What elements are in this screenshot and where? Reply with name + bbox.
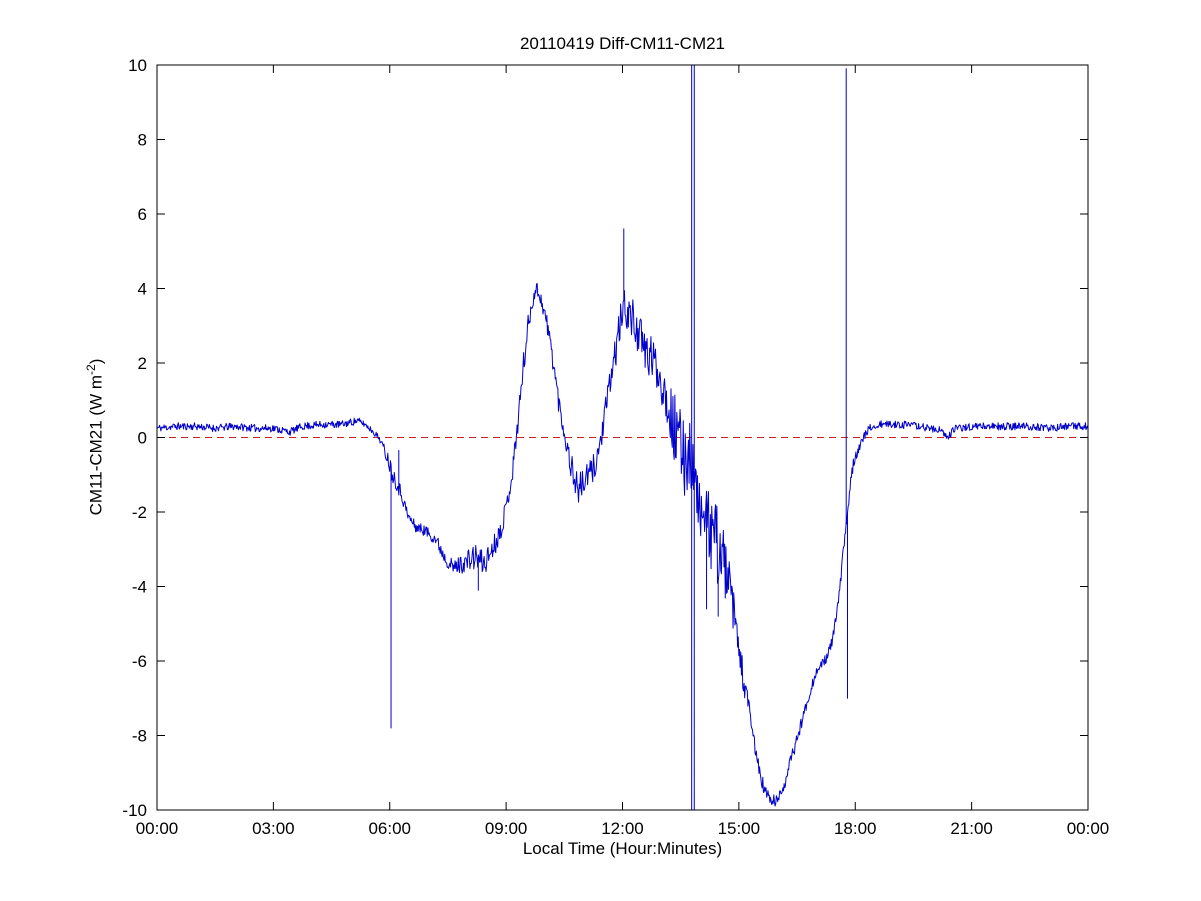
x-tick-label: 18:00 — [834, 819, 877, 838]
data-series-line — [156, 64, 1089, 811]
x-tick-label: 03:00 — [252, 819, 295, 838]
y-tick-label: 4 — [138, 280, 147, 299]
y-tick-label: 2 — [138, 354, 147, 373]
y-tick-label: -8 — [132, 727, 147, 746]
y-tick-label: -10 — [122, 801, 147, 820]
x-tick-label: 00:00 — [1067, 819, 1110, 838]
x-tick-label: 12:00 — [601, 819, 644, 838]
x-tick-label: 21:00 — [950, 819, 993, 838]
x-tick-label: 06:00 — [368, 819, 411, 838]
x-axis-label: Local Time (Hour:Minutes) — [522, 839, 723, 858]
y-tick-label: 0 — [138, 429, 147, 448]
y-tick-label: 6 — [138, 205, 147, 224]
x-tick-label: 00:00 — [136, 819, 179, 838]
y-tick-label: -2 — [132, 503, 147, 522]
y-tick-label: 10 — [128, 56, 147, 75]
y-tick-label: -4 — [132, 578, 147, 597]
y-tick-label: -6 — [132, 652, 147, 671]
x-tick-label: 09:00 — [485, 819, 528, 838]
y-tick-label: 8 — [138, 131, 147, 150]
chart-title: 20110419 Diff-CM11-CM21 — [519, 34, 726, 53]
x-tick-label: 15:00 — [718, 819, 761, 838]
